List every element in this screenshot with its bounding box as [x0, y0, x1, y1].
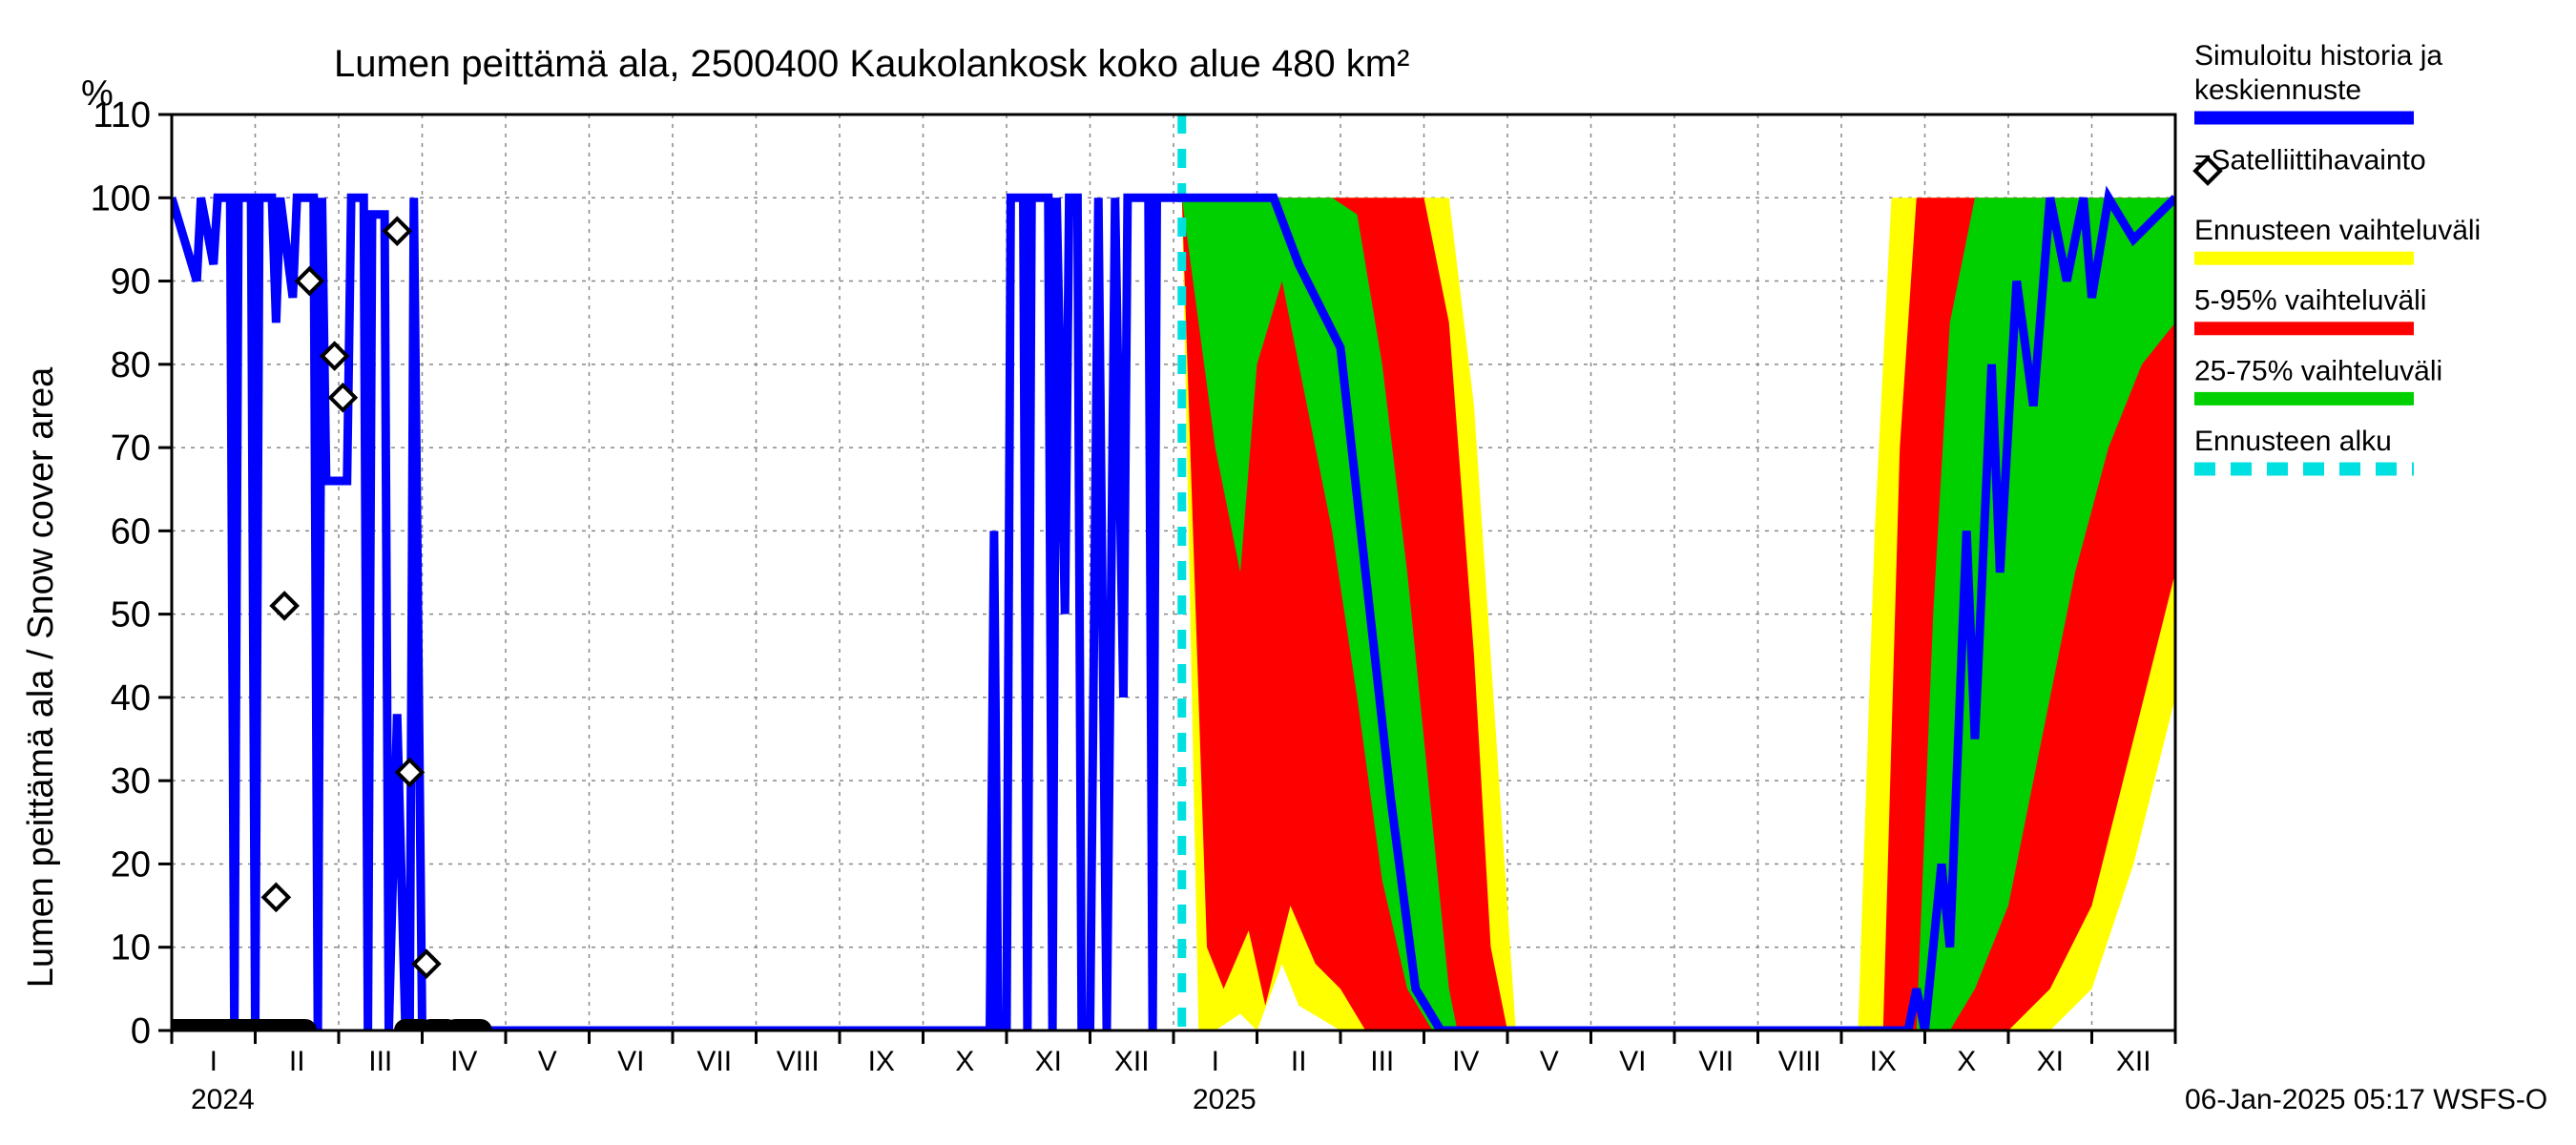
y-tick-label: 0	[131, 1011, 151, 1051]
y-tick-label: 70	[111, 428, 151, 468]
y-tick-label: 40	[111, 678, 151, 718]
footer-text: 06-Jan-2025 05:17 WSFS-O	[2185, 1084, 2547, 1115]
legend-label: 5-95% vaihteluväli	[2194, 285, 2426, 317]
x-month-label: V	[1540, 1046, 1559, 1077]
x-month-label: IV	[1452, 1046, 1479, 1077]
x-month-label: I	[210, 1046, 218, 1077]
y-tick-label: 50	[111, 595, 151, 635]
snow-cover-chart: Lumen peittämä ala, 2500400 Kaukolankosk…	[0, 0, 2576, 1145]
legend-swatch	[2194, 252, 2414, 265]
legend-label: Ennusteen vaihteluväli	[2194, 215, 2481, 246]
x-month-label: VI	[1619, 1046, 1646, 1077]
legend-label: Simuloitu historia ja	[2194, 40, 2442, 72]
x-month-label: X	[955, 1046, 974, 1077]
legend-swatch	[2194, 392, 2414, 406]
x-year-label: 2024	[191, 1084, 255, 1115]
y-tick-label: 90	[111, 262, 151, 302]
x-month-label: VII	[1698, 1046, 1734, 1077]
x-month-label: IV	[450, 1046, 477, 1077]
x-month-label: VIII	[777, 1046, 820, 1077]
x-month-label: VIII	[1778, 1046, 1821, 1077]
y-tick-label: 100	[91, 178, 151, 219]
y-tick-label: 110	[93, 95, 151, 135]
y-tick-label: 10	[111, 928, 151, 968]
x-month-label: VI	[617, 1046, 644, 1077]
chart-title: Lumen peittämä ala, 2500400 Kaukolankosk…	[334, 43, 1409, 85]
x-month-label: XII	[1114, 1046, 1150, 1077]
y-tick-label: 80	[111, 345, 151, 385]
x-month-label: IX	[868, 1046, 895, 1077]
legend-label: =Satelliittihavainto	[2194, 144, 2426, 176]
x-month-label: III	[368, 1046, 392, 1077]
x-month-label: II	[1291, 1046, 1307, 1077]
x-month-label: III	[1370, 1046, 1394, 1077]
y-tick-label: 20	[111, 844, 151, 885]
y-tick-label: 30	[111, 761, 151, 802]
x-month-label: I	[1212, 1046, 1219, 1077]
x-year-label: 2025	[1193, 1084, 1257, 1115]
legend-label: 25-75% vaihteluväli	[2194, 355, 2442, 386]
x-month-label: XI	[2037, 1046, 2064, 1077]
x-month-label: XII	[2116, 1046, 2151, 1077]
legend-swatch	[2194, 322, 2414, 335]
y-tick-label: 60	[111, 511, 151, 552]
x-month-label: XI	[1035, 1046, 1062, 1077]
legend-label: keskiennuste	[2194, 74, 2361, 106]
y-axis-label: Lumen peittämä ala / Snow cover area	[21, 366, 61, 988]
x-month-label: IX	[1870, 1046, 1897, 1077]
x-month-label: V	[538, 1046, 557, 1077]
x-month-label: II	[289, 1046, 305, 1077]
x-month-label: VII	[696, 1046, 732, 1077]
x-month-label: X	[1957, 1046, 1976, 1077]
legend-label: Ennusteen alku	[2194, 426, 2392, 457]
